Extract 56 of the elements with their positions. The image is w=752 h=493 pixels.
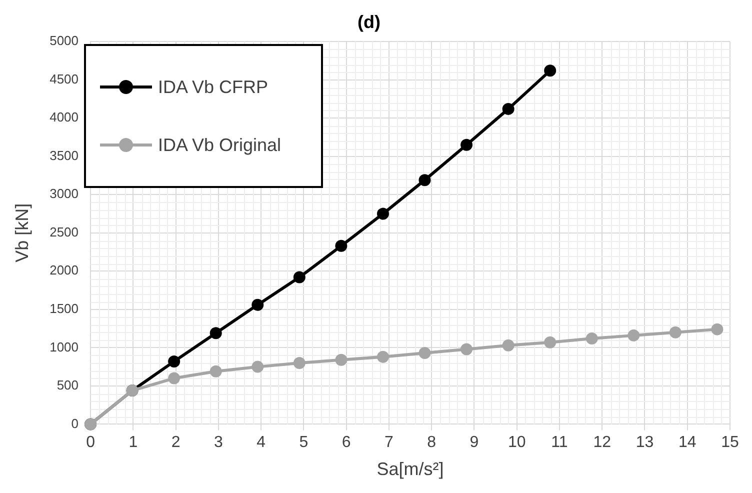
x-tick-label: 8	[427, 434, 436, 452]
y-tick-label: 1500	[50, 301, 79, 316]
point	[628, 329, 640, 342]
point	[460, 138, 473, 151]
point	[669, 326, 682, 338]
point	[544, 64, 556, 77]
x-tick-label: 6	[342, 434, 351, 452]
y-tick-label: 5000	[50, 33, 79, 48]
x-tick-label: 4	[256, 434, 266, 452]
x-tick-label: 7	[384, 434, 394, 452]
point	[210, 365, 222, 378]
x-tick-label: 13	[636, 434, 654, 452]
point	[502, 102, 514, 115]
point	[376, 208, 389, 220]
point	[335, 354, 348, 366]
y-tick-label: 3500	[50, 148, 79, 163]
x-axis-title: Sa[m/s²]	[376, 459, 444, 480]
point	[502, 339, 514, 352]
x-tick-label: 5	[299, 434, 308, 452]
x-tick-label: 1	[128, 434, 138, 452]
point	[293, 271, 306, 284]
x-tick-label: 2	[171, 434, 180, 452]
point	[418, 174, 431, 186]
point	[460, 343, 473, 356]
y-tick-label: 500	[56, 378, 79, 393]
legend-label: IDA Vb Original	[158, 134, 282, 156]
point	[210, 327, 222, 340]
y-tick-label: 2000	[50, 262, 79, 278]
x-tick-label: 0	[86, 434, 96, 452]
x-tick-label: 14	[678, 434, 696, 452]
x-tick-label: 3	[214, 434, 223, 452]
y-tick-label: 2500	[50, 224, 79, 240]
point	[293, 356, 306, 369]
point	[168, 372, 180, 384]
point	[418, 347, 431, 360]
x-tick-label: 9	[470, 434, 479, 452]
y-tick-label: 4000	[50, 110, 79, 125]
point	[544, 336, 556, 348]
y-tick-label: 4500	[50, 71, 79, 86]
chart-title: (d)	[358, 12, 380, 32]
legend-label: IDA Vb CFRP	[158, 76, 268, 98]
x-tick-label: 12	[593, 434, 612, 452]
y-tick-label: 0	[71, 416, 79, 431]
point	[586, 332, 598, 344]
y-tick-label: 3000	[50, 186, 79, 202]
point	[335, 240, 348, 252]
point	[168, 355, 180, 368]
point	[376, 350, 389, 363]
x-tick-label: 11	[551, 434, 568, 452]
x-tick-label: 15	[721, 434, 739, 452]
x-tick-label: 10	[508, 434, 526, 452]
y-axis-title: Vb [kN]	[12, 203, 32, 262]
point	[252, 298, 264, 311]
point	[711, 323, 724, 336]
y-tick-label: 1000	[50, 339, 79, 354]
point	[252, 360, 264, 373]
